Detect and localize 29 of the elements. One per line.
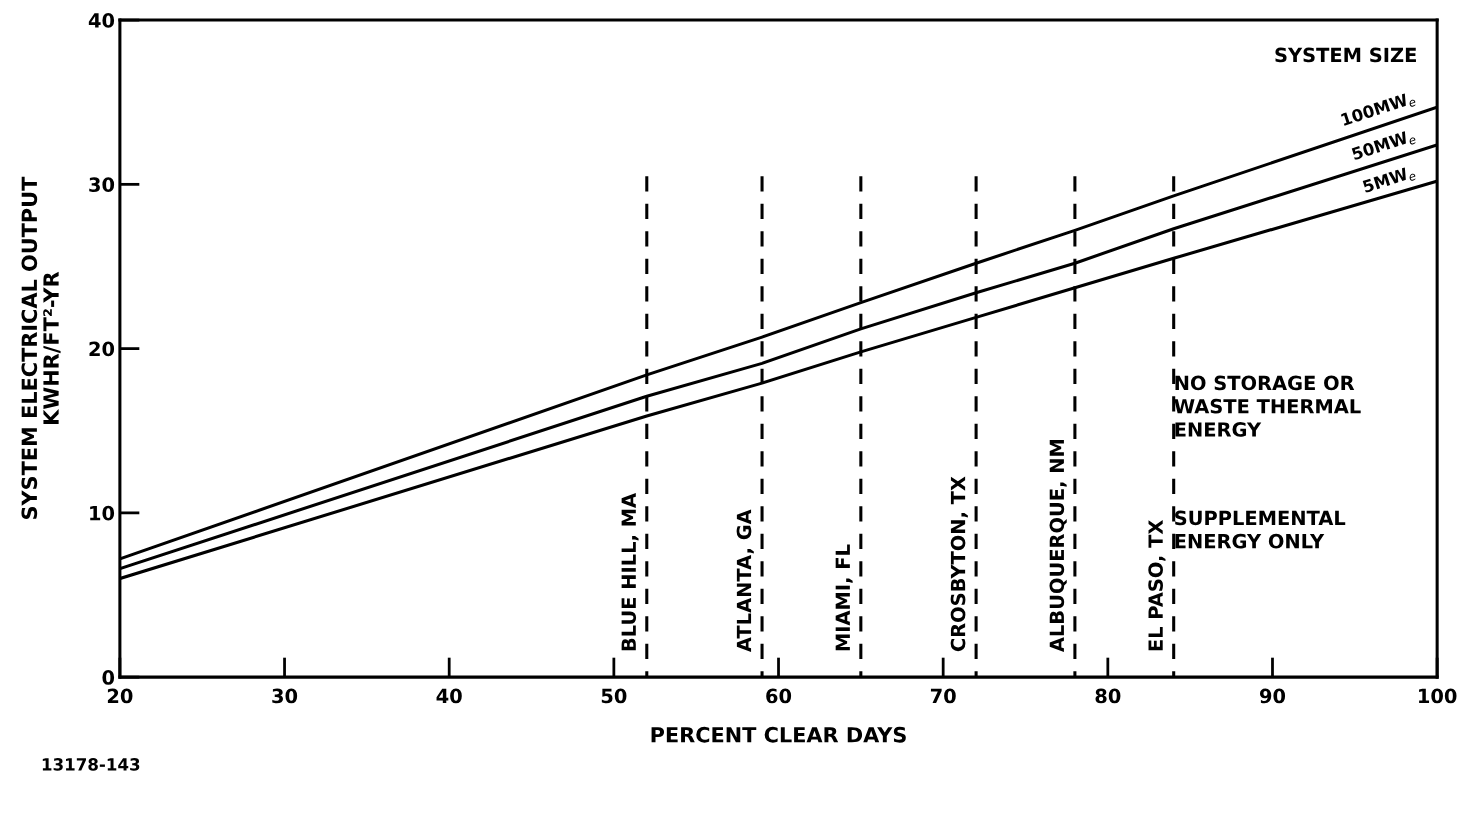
annotation: SYSTEM SIZE	[1275, 47, 1416, 63]
x-tick-label: 30	[272, 688, 298, 704]
x-tick-label: 20	[107, 688, 133, 704]
x-axis-title: PERCENT CLEAR DAYS	[651, 726, 906, 743]
annotation: BLUE HILL, MA	[621, 493, 639, 651]
text: 5MW$_{e}$	[1362, 165, 1417, 196]
text: 100MW$_{e}$	[1340, 90, 1417, 129]
x-tick-label: 70	[930, 688, 956, 704]
x-tick-label: 60	[766, 688, 792, 704]
y-tick-label: 30	[89, 177, 115, 193]
y-tick-label: 40	[88, 13, 115, 28]
annotation: NO STORAGE OR WASTE THERMAL ENERGY	[1174, 375, 1361, 437]
y-axis-title: SYSTEM ELECTRICAL OUTPUT KWHR/FT²-YR	[21, 176, 61, 519]
annotation: MIAMI, FL	[835, 544, 853, 651]
annotation: SUPPLEMENTAL ENERGY ONLY	[1175, 510, 1346, 549]
y-tick-label: 10	[90, 505, 115, 521]
y-tick-label: 20	[89, 341, 115, 357]
annotation: EL PASO, TX	[1148, 520, 1166, 651]
x-tick-label: 50	[601, 688, 627, 704]
x-tick-label: 100	[1419, 688, 1457, 704]
text: 13178-143	[42, 758, 140, 771]
x-tick-label: 80	[1095, 688, 1121, 704]
annotation: ATLANTA, GA	[736, 509, 754, 653]
annotation: CROSBYTON, TX	[950, 476, 968, 652]
x-tick-label: 40	[436, 688, 462, 704]
x-tick-label: 90	[1259, 688, 1286, 704]
annotation: ALBUQUERQUE, NM	[1049, 439, 1067, 653]
y-tick-label: 0	[102, 670, 115, 685]
text: 50MW$_{e}$	[1351, 128, 1417, 163]
